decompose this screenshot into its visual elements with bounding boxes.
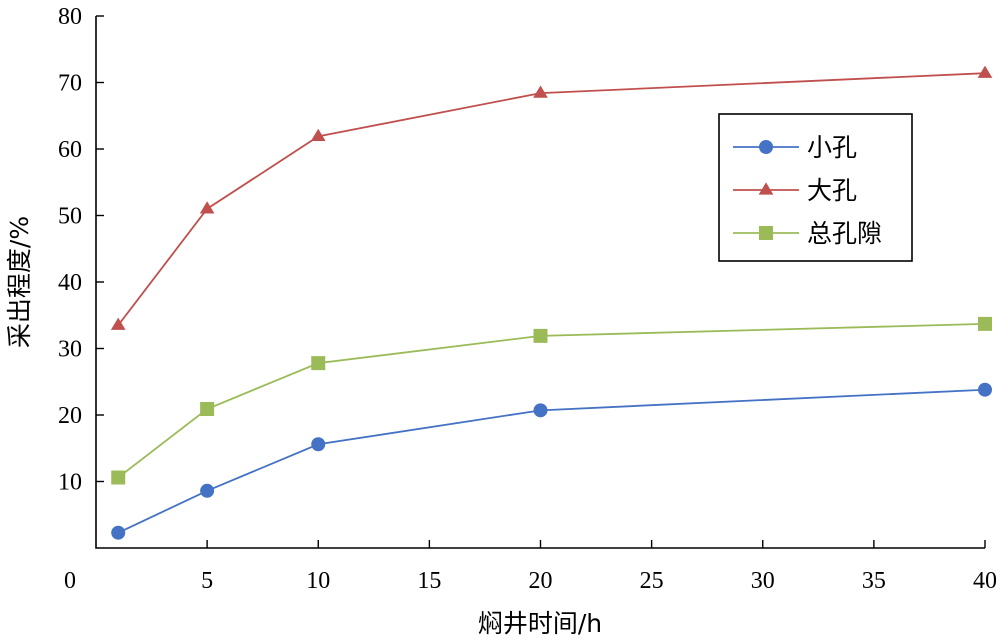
x-tick-label-5: 5 xyxy=(201,568,213,594)
y-tick-label-50: 50 xyxy=(58,204,82,230)
series-layer xyxy=(110,65,993,540)
x-tick-label-15: 15 xyxy=(417,568,441,594)
series-2-point-5 xyxy=(977,65,993,78)
series-2-point-2 xyxy=(199,201,215,214)
y-tick-label-60: 60 xyxy=(58,137,82,163)
axis-frame xyxy=(95,16,985,549)
series-1-point-2 xyxy=(200,483,215,498)
legend-item-3: 总孔隙 xyxy=(733,219,882,248)
series-2 xyxy=(110,65,993,330)
legend-label-1: 小孔 xyxy=(807,133,857,162)
series-1-point-1 xyxy=(111,525,126,540)
series-1 xyxy=(111,382,992,540)
legend-label-2: 大孔 xyxy=(807,176,857,205)
x-tick-label-20: 20 xyxy=(529,568,553,594)
x-tick-label-0: 0 xyxy=(64,568,76,594)
axes: 10 20 30 40 50 60 70 80 0 5 10 15 20 25 30 35 40 xyxy=(58,4,997,594)
x-tick-label-40: 40 xyxy=(973,568,997,594)
legend-marker-2 xyxy=(758,182,774,195)
y-tick-label-30: 30 xyxy=(58,337,82,363)
series-3-point-3 xyxy=(311,356,326,371)
x-tick-label-30: 30 xyxy=(751,568,775,594)
legend-item-1: 小孔 xyxy=(733,133,857,162)
series-1-line xyxy=(117,388,986,534)
y-tick-label-40: 40 xyxy=(58,270,82,296)
x-tick-label-25: 25 xyxy=(640,568,664,594)
legend-item-2: 大孔 xyxy=(733,176,857,205)
legend-box xyxy=(718,113,913,262)
y-tick-label-20: 20 xyxy=(58,403,82,429)
legend-marker-3 xyxy=(759,226,773,240)
series-3 xyxy=(111,316,992,485)
x-axis-title: 焖井时间/h xyxy=(478,609,602,638)
y-axis-title: 采出程度/% xyxy=(5,216,34,348)
series-3-point-5 xyxy=(978,316,992,331)
series-3-line xyxy=(117,322,986,479)
x-tick-label-10: 10 xyxy=(306,568,330,594)
legend-label-3: 总孔隙 xyxy=(807,219,882,248)
series-1-point-5 xyxy=(978,382,992,397)
series-2-point-1 xyxy=(110,317,126,330)
legend-marker-1 xyxy=(759,140,773,154)
x-tick-label-35: 35 xyxy=(862,568,886,594)
series-3-point-2 xyxy=(200,402,215,417)
series-1-point-3 xyxy=(311,437,326,452)
y-tick-label-10: 10 xyxy=(58,470,82,496)
series-2-point-3 xyxy=(310,128,326,142)
series-3-point-1 xyxy=(111,470,126,485)
series-2-point-4 xyxy=(533,85,548,98)
series-3-point-4 xyxy=(533,328,548,343)
series-1-point-4 xyxy=(533,403,548,418)
y-tick-label-80: 80 xyxy=(58,4,82,30)
y-tick-label-70: 70 xyxy=(58,71,82,97)
